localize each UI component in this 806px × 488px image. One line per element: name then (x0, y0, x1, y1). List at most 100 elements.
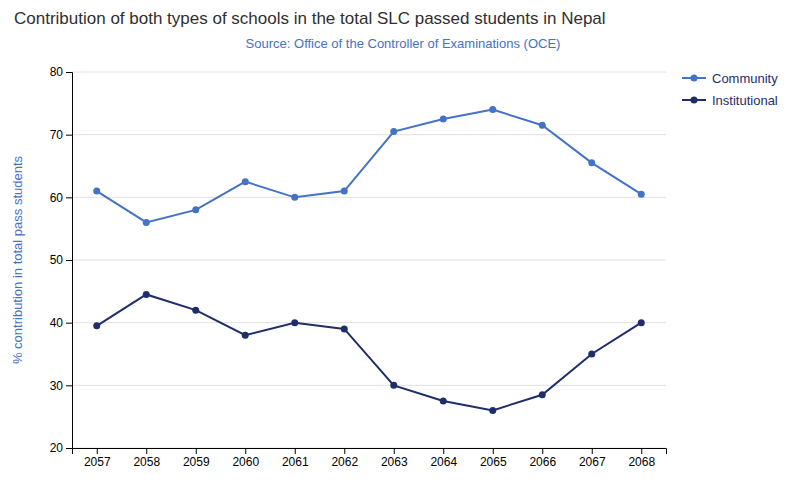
x-tick-label: 2066 (529, 455, 556, 469)
y-tick-label: 30 (50, 379, 64, 393)
series-point (143, 219, 150, 226)
series-point (390, 128, 397, 135)
series-point (341, 325, 348, 332)
y-tick: 30 (50, 379, 72, 393)
series-point (341, 188, 348, 195)
x-tick-mark (295, 448, 296, 454)
x-tick-label: 2065 (480, 455, 507, 469)
series-point (93, 322, 100, 329)
subtitle: Source: Office of the Controller of Exam… (246, 36, 561, 51)
x-tick-label: 2067 (579, 455, 606, 469)
x-tick: 2067 (579, 448, 606, 469)
legend-label: Community (712, 71, 778, 86)
x-tick-label: 2064 (430, 455, 457, 469)
x-tick-mark (542, 448, 543, 454)
x-tick-label: 2062 (331, 455, 358, 469)
y-tick-mark (66, 323, 72, 324)
x-tick: 2057 (84, 448, 111, 469)
title: Contribution of both types of schools in… (14, 9, 606, 28)
series-point (489, 106, 496, 113)
legend-item: Community (682, 71, 778, 86)
legend-item: Institutional (682, 93, 778, 108)
x-tick: 2058 (133, 448, 160, 469)
x-tick: 2064 (430, 448, 457, 469)
series-point (291, 319, 298, 326)
y-tick-label: 20 (50, 441, 64, 455)
x-tick-mark (394, 448, 395, 454)
y-tick: 40 (50, 316, 72, 330)
grid-line (72, 385, 666, 386)
y-tick-label: 70 (50, 128, 64, 142)
x-tick-mark (493, 448, 494, 454)
x-tick-mark (592, 448, 593, 454)
x-axis: 2057 2058 2059 2060 2061 2062 2063 2064 2065 2066… (73, 448, 667, 469)
grid-line (72, 197, 666, 198)
series-point (638, 191, 645, 198)
legend: Community Institutional (682, 71, 778, 108)
series-point (539, 122, 546, 129)
x-tick: 2066 (529, 448, 556, 469)
series-line (97, 294, 642, 410)
x-tick: 2060 (232, 448, 259, 469)
series-point (291, 194, 298, 201)
legend-marker (691, 97, 698, 104)
y-tick-mark (66, 72, 72, 73)
plot-area: 2030405060708020572058205920602061206220… (50, 65, 667, 468)
y-tick-label: 50 (50, 253, 64, 267)
y-tick-mark (66, 448, 72, 449)
y-tick-label: 40 (50, 316, 64, 330)
y-tick: 70 (50, 128, 72, 142)
series-point (390, 382, 397, 389)
series-point (489, 407, 496, 414)
y-axis: 20 30 40 50 60 70 80 (50, 65, 73, 455)
x-tick-mark (344, 448, 345, 454)
x-tick-mark (641, 448, 642, 454)
x-tick: 2062 (331, 448, 358, 469)
chart: Contribution of both types of schools in… (0, 0, 806, 488)
y-tick: 80 (50, 65, 72, 79)
y-tick: 20 (50, 441, 72, 455)
grid (72, 72, 666, 448)
series-point (93, 188, 100, 195)
series-point (440, 398, 447, 405)
x-tick-mark (146, 448, 147, 454)
y-tick-mark (66, 135, 72, 136)
series-point (588, 351, 595, 358)
y-tick: 50 (50, 253, 72, 267)
series-point (242, 332, 249, 339)
marks (93, 106, 645, 414)
x-tick-label: 2068 (628, 455, 655, 469)
x-tick-mark (97, 448, 98, 454)
grid-line (72, 72, 666, 73)
y-axis-line (66, 73, 73, 449)
x-tick: 2061 (282, 448, 309, 469)
x-tick: 2063 (381, 448, 408, 469)
series-point (242, 178, 249, 185)
series-line (97, 110, 642, 223)
y-tick-label: 80 (50, 65, 64, 79)
series-point (192, 307, 199, 314)
x-tick: 2068 (628, 448, 655, 469)
x-tick: 2065 (480, 448, 507, 469)
series-point (638, 319, 645, 326)
x-tick-mark (443, 448, 444, 454)
x-tick-label: 2063 (381, 455, 408, 469)
legend-marker (691, 75, 698, 82)
x-tick-mark (245, 448, 246, 454)
grid-line (72, 134, 666, 135)
grid-line (72, 322, 666, 323)
x-tick: 2059 (183, 448, 210, 469)
y-tick-label: 60 (50, 191, 64, 205)
x-tick-label: 2057 (84, 455, 111, 469)
series-point (440, 116, 447, 123)
x-tick-label: 2059 (183, 455, 210, 469)
series-point (539, 391, 546, 398)
legend-label: Institutional (712, 93, 778, 108)
series-point (192, 206, 199, 213)
grid-line (72, 260, 666, 261)
series-point (143, 291, 150, 298)
x-tick-mark (196, 448, 197, 454)
y-tick-mark (66, 385, 72, 386)
y-tick-mark (66, 260, 72, 261)
x-axis-line (73, 449, 667, 455)
